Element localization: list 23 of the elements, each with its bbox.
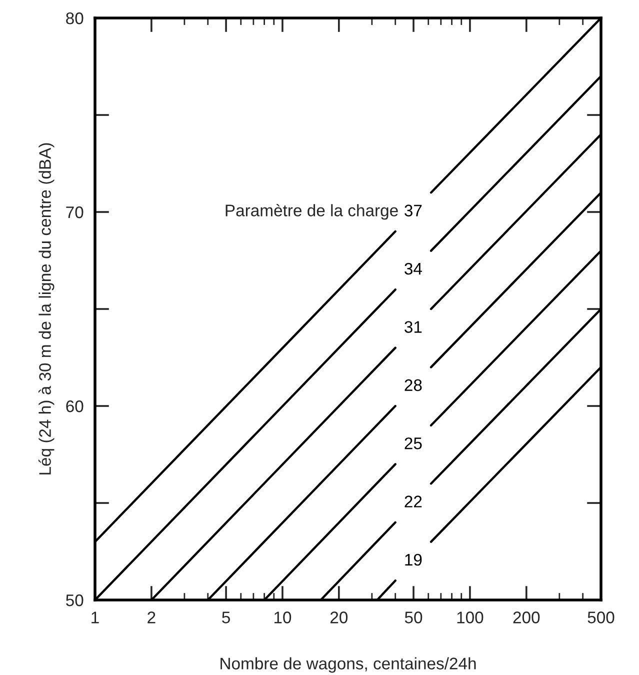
x-tick-label: 10 <box>274 612 292 624</box>
series-label: 37 <box>404 204 422 216</box>
series-label: 25 <box>404 437 422 450</box>
series-label: 28 <box>404 379 422 392</box>
y-tick-label: 80 <box>66 12 84 24</box>
x-tick-label: 50 <box>404 612 422 624</box>
x-tick-label: 200 <box>513 612 540 624</box>
x-tick-label: 500 <box>588 612 614 624</box>
x-tick-label: 20 <box>330 612 348 624</box>
series-label: 34 <box>404 262 422 275</box>
annotation: Paramètre de la charge <box>226 204 398 220</box>
series-label: 22 <box>404 496 422 508</box>
y-tick-label: 50 <box>66 594 84 606</box>
y-tick-label: 60 <box>66 400 84 412</box>
y-axis-title: Léq (24 h) à 30 m de la ligne du centre (dBA) <box>38 143 54 474</box>
y-tick-label: 70 <box>66 206 84 218</box>
x-tick-label: 2 <box>148 612 156 624</box>
x-axis-title: Nombre de wagons, centaines/24h <box>220 657 476 673</box>
x-tick-label: 5 <box>222 612 230 624</box>
x-tick-label: 100 <box>457 612 484 624</box>
x-tick-label: 1 <box>92 612 99 624</box>
series-label: 19 <box>405 554 422 566</box>
series-label: 31 <box>404 321 422 333</box>
